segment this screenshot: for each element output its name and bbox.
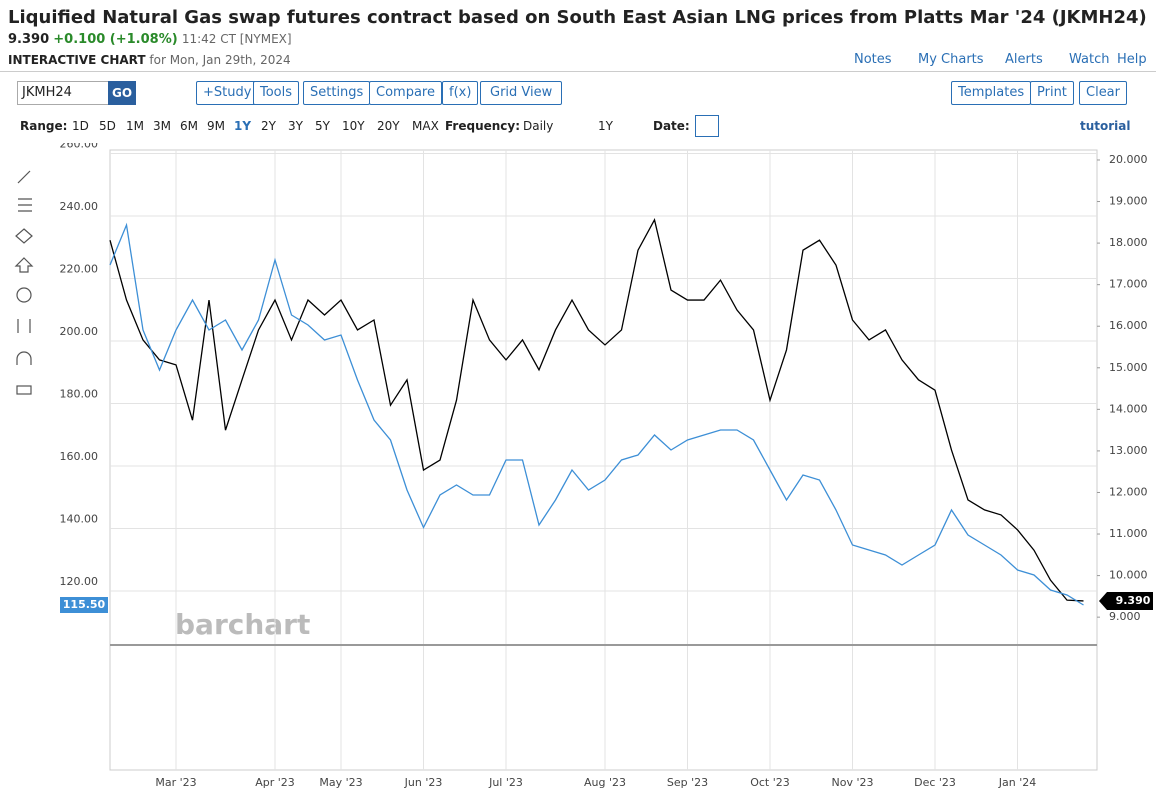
drawing-tools[interactable] <box>14 170 34 395</box>
y-tick-label: 160.00 <box>60 450 99 463</box>
time: 11:42 CT [NYMEX] <box>181 32 292 46</box>
x-tick-label: Nov '23 <box>832 776 874 789</box>
y2-tick-label: 9.000 <box>1109 610 1141 623</box>
frequency-label: Frequency: <box>445 119 521 133</box>
y-tick-label: 240.00 <box>60 200 99 213</box>
chart-label: INTERACTIVE CHART <box>8 53 146 67</box>
y-tick-label: 180.00 <box>60 387 99 400</box>
y2-tick-label: 20.000 <box>1109 153 1148 166</box>
x-tick-label: Oct '23 <box>750 776 790 789</box>
y-tick-label: 260.00 <box>60 143 99 150</box>
date-label: Date: <box>653 119 690 133</box>
x-tick-label: May '23 <box>319 776 362 789</box>
button[interactable]: Grid View <box>480 81 563 105</box>
y2-tick-label: 18.000 <box>1109 236 1148 249</box>
y2-tick-label: 10.000 <box>1109 569 1148 582</box>
link[interactable]: Notes <box>854 52 892 67</box>
title: Liquified Natural Gas swap futures contr… <box>8 7 1147 28</box>
period[interactable]: 1Y <box>598 119 613 133</box>
range-option[interactable]: 10Y <box>342 119 365 133</box>
y2-tick-label: 16.000 <box>1109 319 1148 332</box>
tutorial[interactable]: tutorial <box>1080 119 1131 133</box>
y2-tick-label: 12.000 <box>1109 485 1148 498</box>
range-option[interactable]: 1M <box>126 119 144 133</box>
symbol-input[interactable]: JKMH24 <box>17 81 113 105</box>
x-tick-label: Mar '23 <box>155 776 196 789</box>
y2-tick-label: 11.000 <box>1109 527 1148 540</box>
change: +0.100 (+1.08%) <box>53 32 178 47</box>
button[interactable]: +Study <box>196 81 259 105</box>
link[interactable]: Help <box>1117 52 1147 67</box>
range-option[interactable]: 6M <box>180 119 198 133</box>
range-option[interactable]: 5Y <box>315 119 330 133</box>
chart: barchart 120.00 140.00 160.00 180.00 200.00 2… <box>14 143 1153 789</box>
button[interactable]: Print <box>1030 81 1074 105</box>
go-button[interactable]: GO <box>108 81 136 105</box>
series-line <box>109 218 1084 602</box>
tool-icon[interactable] <box>14 257 34 273</box>
button[interactable]: Clear <box>1079 81 1127 105</box>
y2-tick-label: 17.000 <box>1109 278 1148 291</box>
last-price-label: 115.50 <box>63 598 106 611</box>
x-tick-label: Dec '23 <box>914 776 956 789</box>
range-option[interactable]: 1Y <box>234 119 252 133</box>
x-tick-label: Jun '23 <box>404 776 443 789</box>
tool-icon[interactable] <box>15 228 33 244</box>
button[interactable]: f(x) <box>442 81 479 105</box>
link[interactable]: My Charts <box>918 52 984 67</box>
chart-date: for Mon, Jan 29th, 2024 <box>149 53 291 67</box>
tool-icon[interactable] <box>16 351 32 365</box>
price: 9.390 <box>8 32 50 47</box>
series-line <box>109 222 1084 606</box>
date-picker[interactable] <box>695 115 719 137</box>
link[interactable]: Alerts <box>1005 52 1043 67</box>
y-tick-label: 140.00 <box>60 512 99 525</box>
x-tick-label: Jul '23 <box>488 776 523 789</box>
divider <box>0 71 1156 72</box>
tool-icon[interactable] <box>16 385 32 395</box>
y2-tick-label: 15.000 <box>1109 361 1148 374</box>
tool-icon[interactable] <box>18 198 32 212</box>
button[interactable]: Settings <box>303 81 371 105</box>
range-option[interactable]: 3M <box>153 119 171 133</box>
y-tick-label: 120.00 <box>60 575 99 588</box>
y2-tick-label: 14.000 <box>1109 402 1148 415</box>
button[interactable]: Templates <box>951 81 1032 105</box>
range-option[interactable]: 20Y <box>377 119 400 133</box>
quote: 9.390 +0.100 (+1.08%) 11:42 CT [NYMEX] <box>8 32 292 47</box>
range-option[interactable]: 5D <box>99 119 116 133</box>
last-price-box <box>60 597 108 613</box>
y-tick-label: 220.00 <box>60 262 99 275</box>
tool-icon[interactable] <box>16 287 32 303</box>
range-option[interactable]: 3Y <box>288 119 303 133</box>
x-tick-label: Jan '24 <box>998 776 1036 789</box>
button[interactable]: Compare <box>369 81 442 105</box>
last-price-box <box>1099 591 1153 610</box>
chart-label-row: INTERACTIVE CHART for Mon, Jan 29th, 202… <box>8 53 291 67</box>
tool-icon[interactable] <box>17 319 31 333</box>
y-tick-label: 200.00 <box>60 325 99 338</box>
last-price-label: 9.390 <box>1116 594 1151 607</box>
range-label: Range: <box>20 119 68 133</box>
y2-tick-label: 19.000 <box>1109 195 1148 208</box>
range-option[interactable]: 2Y <box>261 119 276 133</box>
plot-frame <box>109 149 1098 771</box>
x-tick-label: Aug '23 <box>584 776 626 789</box>
x-tick-label: Apr '23 <box>255 776 295 789</box>
link[interactable]: Watch <box>1069 52 1110 67</box>
range-option[interactable]: 9M <box>207 119 225 133</box>
range-option[interactable]: MAX <box>412 119 439 133</box>
button[interactable]: Tools <box>253 81 300 105</box>
x-tick-label: Sep '23 <box>667 776 708 789</box>
y2-tick-label: 13.000 <box>1109 444 1148 457</box>
tool-icon[interactable] <box>17 170 31 184</box>
watermark: barchart <box>175 608 310 641</box>
frequency[interactable]: Daily <box>523 119 554 133</box>
range-option[interactable]: 1D <box>72 119 89 133</box>
